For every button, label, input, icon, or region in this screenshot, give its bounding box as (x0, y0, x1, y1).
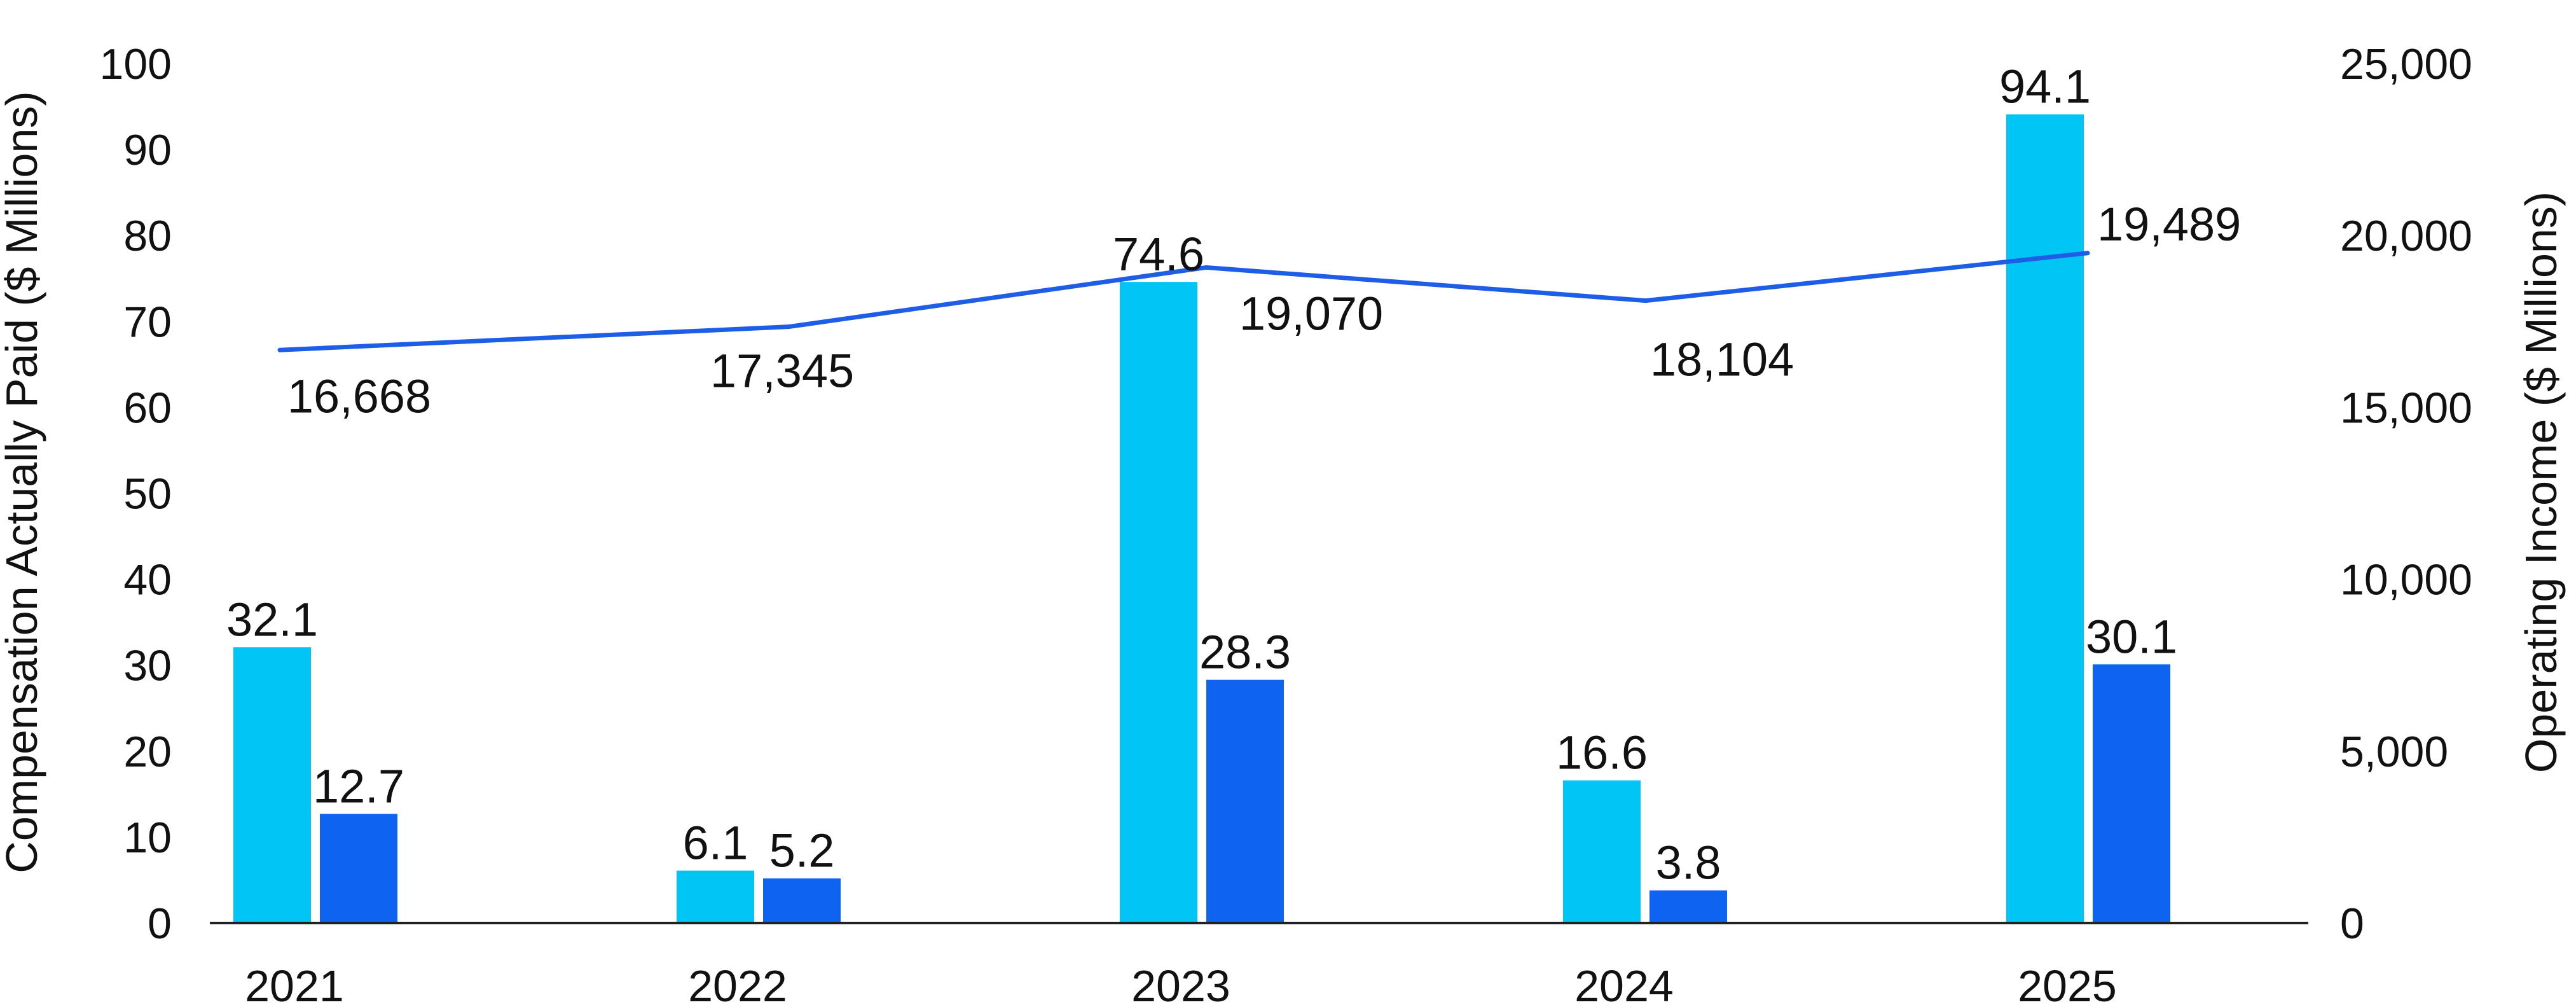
bars-layer (233, 114, 2170, 924)
data-labels-layer: 32.1 12.7 6.1 5.2 74.6 28.3 16.6 3.8 94.1 30.1 16,… (226, 60, 2241, 889)
left-axis-ticks: 0 10 20 30 40 50 60 70 80 90 100 (100, 40, 172, 948)
bar-2024-s1 (1563, 780, 1641, 923)
x-tick-2022: 2022 (688, 961, 787, 1007)
bar-2022-s2 (763, 878, 841, 923)
left-tick-10: 10 (123, 814, 172, 862)
right-tick-0: 0 (2340, 899, 2364, 948)
bar-2022-s1 (677, 870, 754, 923)
right-tick-15000: 15,000 (2340, 384, 2472, 432)
right-axis-ticks: 0 5,000 10,000 15,000 20,000 25,000 (2340, 40, 2472, 948)
bar-2023-s1 (1120, 282, 1197, 923)
line-label-2024: 18,104 (1650, 333, 1794, 386)
right-axis-title: Operating Income ($ Millions) (2516, 191, 2566, 773)
bar-label-2025-s1: 94.1 (1999, 60, 2091, 113)
bar-label-2025-s2: 30.1 (2086, 610, 2177, 663)
left-tick-0: 0 (148, 899, 172, 948)
x-tick-2021: 2021 (245, 961, 344, 1007)
left-tick-30: 30 (123, 642, 172, 690)
left-tick-60: 60 (123, 384, 172, 432)
bar-2025-s1 (2006, 114, 2084, 924)
left-tick-50: 50 (123, 470, 172, 518)
left-tick-70: 70 (123, 298, 172, 346)
left-tick-90: 90 (123, 126, 172, 174)
bar-label-2022-s1: 6.1 (683, 817, 748, 870)
bar-2021-s1 (233, 647, 311, 923)
left-tick-20: 20 (123, 728, 172, 776)
bar-label-2024-s1: 16.6 (1556, 726, 1648, 779)
bar-label-2023-s1: 74.6 (1113, 228, 1204, 281)
line-label-2022: 17,345 (710, 345, 854, 398)
right-tick-10000: 10,000 (2340, 556, 2472, 604)
x-tick-2025: 2025 (2018, 961, 2117, 1007)
line-label-2023: 19,070 (1239, 287, 1383, 340)
bar-2023-s2 (1206, 679, 1284, 923)
left-axis-title: Compensation Actually Paid ($ Millions) (0, 91, 46, 873)
line-label-2025: 19,489 (2097, 198, 2241, 251)
left-tick-40: 40 (123, 556, 172, 604)
x-tick-2024: 2024 (1574, 961, 1674, 1007)
line-layer (277, 251, 2090, 352)
bar-label-2021-s2: 12.7 (313, 760, 404, 812)
right-tick-5000: 5,000 (2340, 728, 2448, 776)
x-tick-2023: 2023 (1131, 961, 1230, 1007)
bar-label-2023-s2: 28.3 (1199, 626, 1291, 679)
bar-2025-s2 (2093, 664, 2170, 923)
line-label-2021: 16,668 (287, 370, 431, 422)
bar-label-2022-s2: 5.2 (769, 824, 835, 877)
left-tick-100: 100 (100, 40, 172, 88)
bar-2024-s2 (1650, 890, 1727, 923)
x-axis-ticks: 2021 2022 2023 2024 2025 (245, 961, 2117, 1007)
right-tick-25000: 25,000 (2340, 40, 2472, 88)
bar-label-2024-s2: 3.8 (1656, 837, 1721, 889)
operating-income-line (277, 251, 2090, 352)
bar-label-2021-s1: 32.1 (226, 593, 318, 646)
left-tick-80: 80 (123, 212, 172, 260)
bar-2021-s2 (320, 814, 397, 923)
right-tick-20000: 20,000 (2340, 212, 2472, 260)
